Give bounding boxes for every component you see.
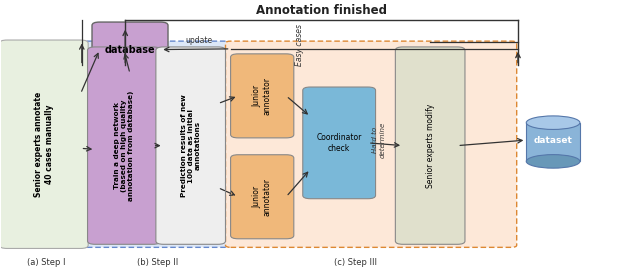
FancyBboxPatch shape — [225, 41, 516, 247]
Text: Senior experts annotate
40 cases manually: Senior experts annotate 40 cases manuall… — [34, 92, 54, 197]
FancyBboxPatch shape — [0, 40, 88, 249]
Ellipse shape — [526, 116, 580, 129]
FancyBboxPatch shape — [303, 87, 376, 199]
FancyBboxPatch shape — [88, 47, 161, 244]
Text: Coordinator
check: Coordinator check — [316, 133, 362, 153]
Text: Junior
annotator: Junior annotator — [253, 77, 272, 115]
Text: (c) Step III: (c) Step III — [333, 258, 376, 267]
Ellipse shape — [526, 155, 580, 168]
Text: dataset: dataset — [534, 136, 573, 145]
Text: Easy cases: Easy cases — [295, 24, 304, 66]
Text: update: update — [185, 35, 212, 45]
Text: Senior experts modify: Senior experts modify — [426, 104, 435, 188]
FancyBboxPatch shape — [396, 47, 465, 244]
FancyBboxPatch shape — [82, 41, 229, 247]
FancyBboxPatch shape — [230, 54, 294, 138]
FancyBboxPatch shape — [230, 155, 294, 239]
Bar — [526, 123, 580, 161]
FancyBboxPatch shape — [156, 47, 225, 244]
Text: (b) Step II: (b) Step II — [136, 258, 178, 267]
Text: Junior
annotator: Junior annotator — [253, 178, 272, 216]
Text: Hard to
determine: Hard to determine — [372, 122, 385, 158]
Text: Train a deep network
(based on high quality
annotation from database): Train a deep network (based on high qual… — [114, 90, 134, 201]
Text: database: database — [105, 45, 156, 55]
FancyBboxPatch shape — [92, 22, 168, 77]
Text: Annotation finished: Annotation finished — [256, 4, 387, 17]
Text: Prediction results of new
100 data as initial
annotations: Prediction results of new 100 data as in… — [180, 94, 201, 197]
Text: (a) Step I: (a) Step I — [28, 258, 66, 267]
